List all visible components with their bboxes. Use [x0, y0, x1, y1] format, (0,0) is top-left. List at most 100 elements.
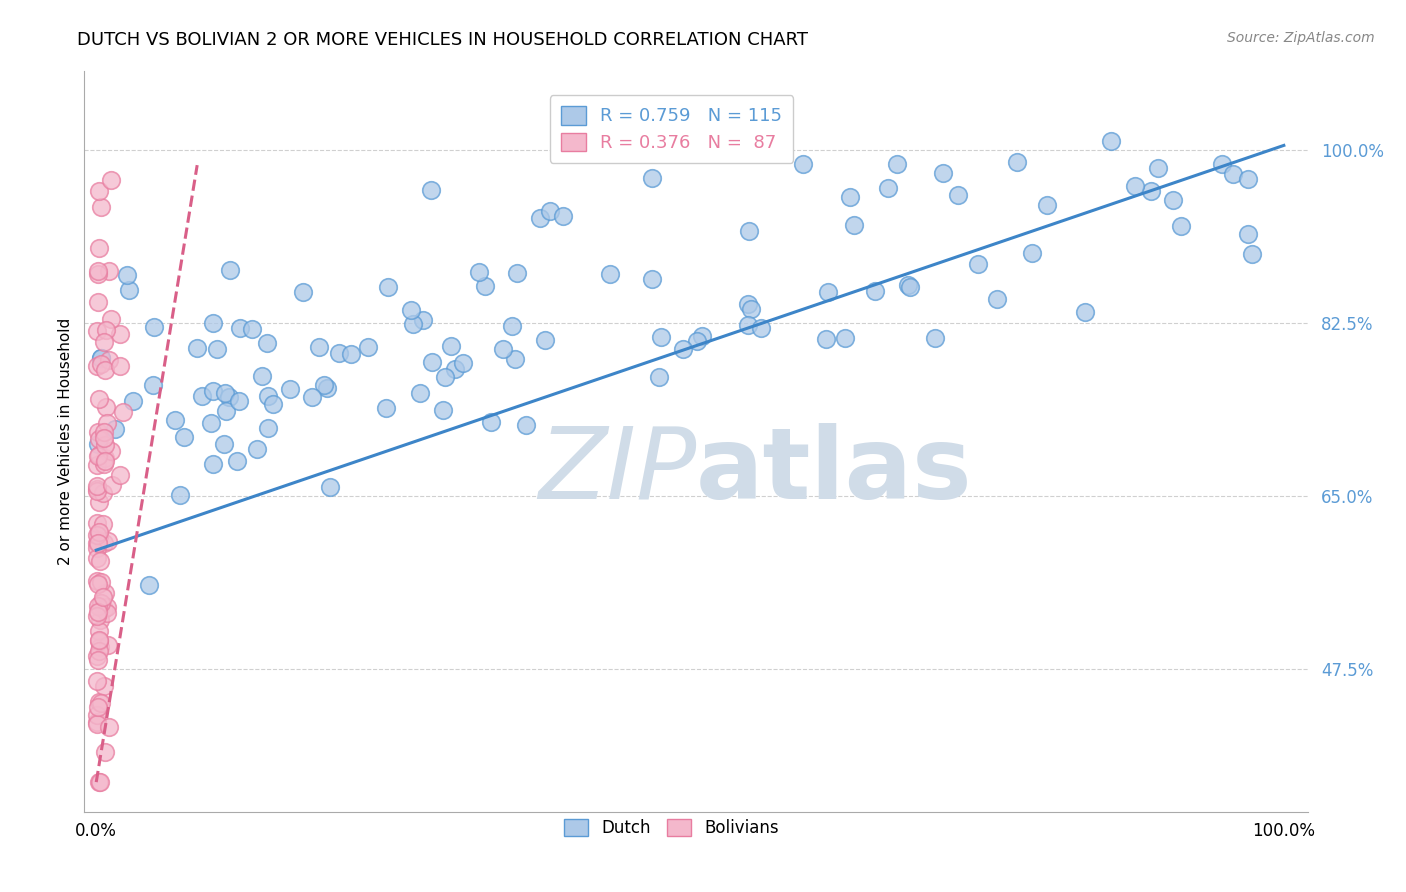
Point [474, 278, 496, 293]
Point [87, 577, 110, 591]
Point [1170, 219, 1192, 234]
Point [86, 484, 108, 499]
Point [515, 417, 537, 432]
Point [412, 313, 434, 327]
Point [924, 331, 946, 345]
Point [749, 321, 772, 335]
Point [93, 335, 115, 350]
Point [228, 393, 250, 408]
Point [641, 272, 664, 286]
Point [191, 389, 214, 403]
Point [218, 390, 240, 404]
Point [1036, 198, 1059, 212]
Point [291, 285, 314, 299]
Point [886, 156, 908, 170]
Point [838, 190, 860, 204]
Point [108, 359, 131, 374]
Point [1007, 155, 1029, 169]
Point [420, 355, 443, 369]
Point [503, 351, 526, 366]
Point [90, 596, 112, 610]
Point [202, 457, 225, 471]
Point [89, 432, 111, 446]
Point [94, 400, 117, 414]
Point [529, 211, 551, 226]
Point [89, 640, 111, 655]
Point [94, 437, 117, 451]
Point [87, 392, 110, 407]
Point [1021, 246, 1043, 260]
Point [87, 624, 110, 638]
Point [1222, 167, 1244, 181]
Point [173, 430, 195, 444]
Point [738, 224, 761, 238]
Point [316, 381, 339, 395]
Point [169, 488, 191, 502]
Point [1140, 184, 1163, 198]
Point [86, 324, 108, 338]
Point [86, 425, 108, 440]
Point [87, 264, 110, 278]
Point [863, 285, 886, 299]
Point [686, 334, 709, 349]
Point [690, 328, 713, 343]
Point [115, 268, 138, 283]
Point [948, 187, 970, 202]
Point [186, 341, 208, 355]
Point [86, 707, 108, 722]
Point [86, 541, 108, 556]
Point [375, 401, 398, 415]
Point [876, 180, 898, 194]
Point [89, 525, 111, 540]
Point [86, 551, 108, 566]
Point [200, 416, 222, 430]
Point [87, 536, 110, 550]
Point [737, 297, 759, 311]
Point [89, 774, 111, 789]
Point [104, 422, 127, 436]
Point [97, 533, 120, 548]
Point [87, 633, 110, 648]
Point [87, 267, 110, 281]
Point [1147, 161, 1170, 175]
Point [98, 720, 121, 734]
Point [278, 382, 301, 396]
Point [89, 775, 111, 789]
Point [402, 317, 425, 331]
Point [256, 335, 278, 350]
Point [491, 342, 513, 356]
Point [226, 453, 249, 467]
Point [433, 370, 456, 384]
Point [212, 437, 235, 451]
Point [108, 467, 131, 482]
Point [86, 479, 108, 493]
Point [1161, 194, 1184, 208]
Point [143, 320, 166, 334]
Point [737, 318, 759, 332]
Point [262, 397, 284, 411]
Point [96, 606, 118, 620]
Point [86, 359, 108, 374]
Text: ZIP: ZIP [537, 423, 696, 520]
Point [112, 405, 135, 419]
Point [647, 370, 669, 384]
Point [479, 415, 502, 429]
Y-axis label: 2 or more Vehicles in Household: 2 or more Vehicles in Household [58, 318, 73, 566]
Point [98, 353, 121, 368]
Point [817, 285, 839, 299]
Point [201, 384, 224, 398]
Point [86, 715, 108, 730]
Point [86, 674, 108, 689]
Point [534, 333, 557, 347]
Point [538, 204, 561, 219]
Point [506, 266, 529, 280]
Point [792, 157, 814, 171]
Point [94, 453, 117, 467]
Point [89, 695, 111, 709]
Point [93, 679, 115, 693]
Point [685, 133, 707, 147]
Point [86, 649, 108, 664]
Point [121, 393, 143, 408]
Point [87, 495, 110, 509]
Point [214, 385, 236, 400]
